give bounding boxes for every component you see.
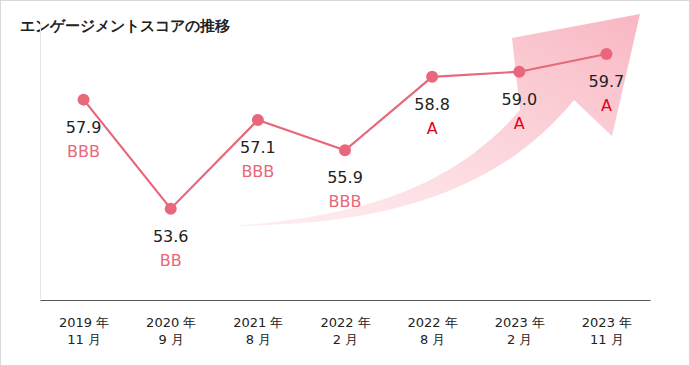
x-tick: 2023 年2 月	[495, 300, 545, 347]
x-tick-label: 2023 年2 月	[495, 315, 545, 347]
marker	[426, 71, 438, 83]
data-label: 55.9	[327, 168, 363, 187]
x-tick: 2021 年8 月	[233, 300, 283, 347]
trend-arrow	[235, 14, 640, 226]
marker	[252, 114, 264, 126]
marker	[600, 48, 612, 60]
marker	[339, 144, 351, 156]
title: エンゲージメントスコアの推移	[20, 17, 230, 35]
marker	[165, 203, 177, 215]
x-tick: 2020 年9 月	[146, 300, 196, 347]
marks	[78, 48, 613, 215]
x-tick-label: 2023 年11 月	[582, 315, 632, 347]
x-tick-label: 2022 年2 月	[320, 315, 370, 347]
rating-label: A	[514, 114, 525, 133]
y-axis	[40, 22, 41, 301]
y-axis-line	[40, 22, 41, 301]
rating-label: A	[427, 119, 438, 138]
x-tick-label: 2022 年8 月	[408, 315, 458, 347]
x-tick: 2022 年2 月	[320, 300, 370, 347]
plot: 2019 年11 月 2020 年9 月 2021 年8 月 2022 年2 月 202…	[41, 22, 651, 348]
rating-label: BBB	[329, 192, 362, 211]
data-label: 57.1	[240, 138, 276, 157]
x-axis-line	[41, 300, 651, 301]
data-labels: 57.9 BBB 53.6 BB 57.1 BBB 55.9 BBB 58.8 A 59.0 A 59.…	[66, 72, 624, 270]
rating-label: BBB	[67, 142, 100, 161]
data-label: 57.9	[66, 118, 102, 137]
marker	[78, 94, 90, 106]
x-axis: 2019 年11 月 2020 年9 月 2021 年8 月 2022 年2 月 202…	[41, 300, 651, 347]
x-tick: 2023 年11 月	[582, 300, 632, 347]
data-label: 58.8	[414, 95, 450, 114]
rating-label: BBB	[241, 162, 274, 181]
x-tick-label: 2021 年8 月	[233, 315, 283, 347]
line	[84, 54, 607, 209]
frame	[1, 1, 690, 366]
x-tick: 2019 年11 月	[59, 300, 109, 347]
rating-label: A	[601, 96, 612, 115]
x-tick-label: 2020 年9 月	[146, 315, 196, 347]
data-label: 59.7	[589, 72, 625, 91]
chart: エンゲージメントスコアの推移 2019 年11 月 2020 年9 月 2021 年8…	[0, 0, 690, 366]
marker	[513, 66, 525, 78]
data-label: 53.6	[153, 227, 189, 246]
x-tick-label: 2019 年11 月	[59, 315, 109, 347]
data-label: 59.0	[501, 90, 537, 109]
x-tick: 2022 年8 月	[408, 300, 458, 347]
rating-label: BB	[160, 251, 182, 270]
